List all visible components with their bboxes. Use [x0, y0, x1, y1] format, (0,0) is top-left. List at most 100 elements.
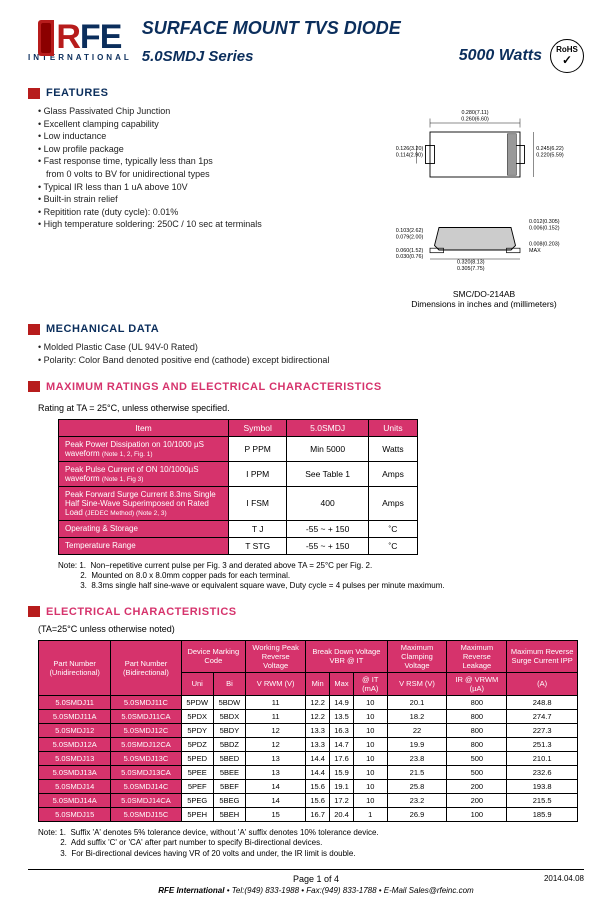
elec-cell: 5BDW	[213, 695, 245, 709]
logo-r: R	[56, 18, 80, 56]
rohs-badge: RoHS ✓	[550, 39, 584, 73]
header: RFE INTERNATIONAL SURFACE MOUNT TVS DIOD…	[28, 18, 584, 73]
elec-cell: 274.7	[507, 709, 578, 723]
elec-cell: 17.2	[330, 793, 354, 807]
ratings-notes: Note: 1. Non−repetitive current pulse pe…	[58, 561, 584, 592]
ratings-cell: -55 ~ + 150	[287, 520, 369, 537]
logo-fe: FE	[80, 18, 121, 56]
th-mcv2: V RSM (V)	[387, 672, 447, 695]
dim-left-b: 0.114(2.90)	[396, 152, 423, 158]
dim-caption2: Dimensions in inches and (millimeters)	[411, 299, 557, 309]
elec-cell: 12.2	[306, 695, 330, 709]
part-number-cell: 5.0SMDJ11A	[39, 709, 111, 723]
part-number-cell: 5.0SMDJ11	[39, 695, 111, 709]
section-elec-char: ELECTRICAL CHARACTERISTICS	[28, 606, 584, 618]
elec-cell: 5PEG	[181, 793, 213, 807]
elec-cell: 500	[447, 765, 507, 779]
elec-cell: 10	[353, 751, 387, 765]
dim-caption1: SMC/DO-214AB	[453, 289, 515, 299]
elec-cell: 215.5	[507, 793, 578, 807]
ratings-cell: Watts	[368, 436, 417, 461]
ratings-table: ItemSymbol5.0SMDJUnits Peak Power Dissip…	[58, 419, 418, 555]
elec-cell: 14.7	[330, 737, 354, 751]
dim-h1-b: 0.079(2.00)	[396, 234, 424, 240]
elec-cell: 14	[246, 793, 306, 807]
note-line: Note: 1. Non−repetitive current pulse pe…	[58, 561, 584, 571]
elec-notes: Note: 1. Suffix 'A' denotes 5% tolerance…	[38, 828, 584, 859]
elec-cell: 5PEH	[181, 807, 213, 821]
part-number-cell: 5.0SMDJ12CA	[111, 737, 181, 751]
elec-cell: 23.2	[387, 793, 447, 807]
elec-cell: 200	[447, 779, 507, 793]
elec-cell: 500	[447, 751, 507, 765]
part-number-cell: 5.0SMDJ12C	[111, 723, 181, 737]
elec-cell: 20.1	[387, 695, 447, 709]
footer-company: RFE International	[158, 886, 224, 895]
elec-cell: 193.8	[507, 779, 578, 793]
dim-h1-a: 0.103(2.62)	[396, 228, 424, 234]
ratings-item: Peak Forward Surge Current 8.3ms Single …	[59, 486, 229, 520]
dim-top-b: 0.260(6.60)	[461, 116, 489, 122]
elec-cell: 800	[447, 695, 507, 709]
dim-h2-b: 0.030(0.76)	[396, 254, 424, 260]
footer-contact: • Tel:(949) 833-1988 • Fax:(949) 833-178…	[227, 886, 474, 895]
elec-cell: 10	[353, 779, 387, 793]
part-number-cell: 5.0SMDJ13CA	[111, 765, 181, 779]
elec-cell: 10	[353, 709, 387, 723]
ratings-cell: -55 ~ + 150	[287, 537, 369, 554]
elec-cell: 15.9	[330, 765, 354, 779]
th-wprv: Working Peak Reverse Voltage	[246, 640, 306, 672]
part-number-cell: 5.0SMDJ13A	[39, 765, 111, 779]
th-pn-uni: Part Number (Unidirectional)	[39, 640, 111, 695]
part-number-cell: 5.0SMDJ12A	[39, 737, 111, 751]
dim-t1-a: 0.012(0.305)	[529, 219, 560, 225]
dim-t2-a: 0.008(0.203)	[529, 242, 560, 248]
ratings-cell: I FSM	[229, 486, 287, 520]
elec-cell: 14.9	[330, 695, 354, 709]
elec-cell: 800	[447, 723, 507, 737]
section-bar	[28, 88, 40, 99]
th-dev-code: Device Marking Code	[181, 640, 245, 672]
elec-cell: 5PDZ	[181, 737, 213, 751]
section-features: FEATURES	[28, 87, 584, 99]
dim-bot-a: 0.320(8.13)	[457, 260, 485, 266]
note-line: 2. Mounted on 8.0 x 8.0mm copper pads fo…	[58, 571, 584, 581]
elec-cell: 210.1	[507, 751, 578, 765]
footer: Page 1 of 4 RFE International • Tel:(949…	[28, 869, 584, 895]
elec-cell: 16.3	[330, 723, 354, 737]
elec-cell: 16.7	[306, 807, 330, 821]
part-number-cell: 5.0SMDJ15	[39, 807, 111, 821]
elec-cell: 5BEH	[213, 807, 245, 821]
dimension-diagrams: 0.280(7.11) 0.260(6.60) 0.126(3.20) 0.11…	[384, 105, 584, 309]
elec-cell: 10	[353, 695, 387, 709]
part-number-cell: 5.0SMDJ13C	[111, 751, 181, 765]
th-max: Max	[330, 672, 354, 695]
elec-cell: 5BDY	[213, 723, 245, 737]
elec-cell: 10	[353, 765, 387, 779]
elec-cell: 227.3	[507, 723, 578, 737]
dim-top-a: 0.280(7.11)	[461, 110, 488, 116]
elec-cell: 19.1	[330, 779, 354, 793]
note-line: Note: 1. Suffix 'A' denotes 5% tolerance…	[38, 828, 584, 838]
dim-h2-a: 0.060(1.52)	[396, 248, 424, 254]
part-number-cell: 5.0SMDJ14CA	[111, 793, 181, 807]
section-bar	[28, 381, 40, 392]
title-main: SURFACE MOUNT TVS DIODE	[142, 18, 584, 39]
elec-cell: 5PEF	[181, 779, 213, 793]
elec-cell: 23.8	[387, 751, 447, 765]
section-mechanical: MECHANICAL DATA	[28, 323, 584, 335]
ratings-cell: Amps	[368, 461, 417, 486]
feature-item: Low inductance	[38, 130, 370, 143]
dim-left-a: 0.126(3.20)	[396, 146, 424, 152]
features-list: Glass Passivated Chip JunctionExcellent …	[28, 105, 370, 309]
elec-cell: 26.9	[387, 807, 447, 821]
ratings-cell: Min 5000	[287, 436, 369, 461]
dim-t1-b: 0.006(0.152)	[529, 225, 560, 231]
elec-cell: 15	[246, 807, 306, 821]
section-label: ELECTRICAL CHARACTERISTICS	[46, 606, 237, 618]
mechanical-item: Polarity: Color Band denoted positive en…	[38, 354, 584, 367]
elec-cell: 251.3	[507, 737, 578, 751]
section-label: MAXIMUM RATINGS AND ELECTRICAL CHARACTER…	[46, 381, 382, 393]
elec-cell: 200	[447, 793, 507, 807]
elec-cell: 12.2	[306, 709, 330, 723]
